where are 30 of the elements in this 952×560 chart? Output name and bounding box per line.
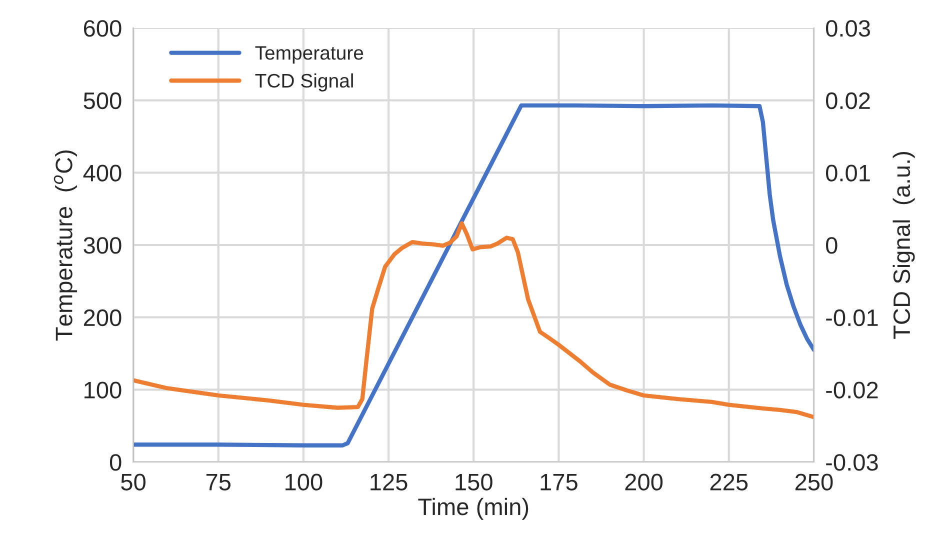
y2-axis-title: TCD Signal (a.u.) [892,152,915,339]
y-tick-label: 300 [84,237,122,254]
x-tick-label: 150 [456,474,492,490]
y-tick-label: 200 [84,309,122,326]
x-tick-label: 175 [540,474,578,490]
y2-tick-label: -0.01 [826,309,878,326]
legend-label: TCD Signal [255,73,353,92]
y-axis-title: Temperature ($^{o}$C) [54,150,78,341]
y-tick-label: 600 [84,20,122,37]
line-series [133,221,814,420]
y-tick-label: 500 [84,92,122,110]
y2-tick-label: 0 [826,237,838,254]
x-axis-title: Time (min) [418,498,528,520]
line-series [133,103,814,448]
y2-tick-label: -0.03 [826,454,878,471]
y-tick-label: 100 [84,382,122,398]
x-tick-label: 75 [206,474,231,490]
x-tick-label: 50 [121,474,146,490]
y2-tick-label: 0.02 [826,92,870,110]
y-tick-label: 0 [110,454,122,471]
y2-tick-label: 0.01 [826,164,870,182]
y2-tick-label: 0.03 [826,20,870,37]
x-tick-label: 250 [795,474,833,490]
legend-label: Temperature [255,46,364,64]
x-tick-label: 225 [710,474,748,490]
x-tick-label: 100 [286,474,322,490]
y2-tick-label: -0.02 [826,382,878,398]
x-tick-label: 125 [370,474,408,490]
y-tick-label: 400 [83,164,122,182]
x-tick-label: 200 [625,474,663,490]
